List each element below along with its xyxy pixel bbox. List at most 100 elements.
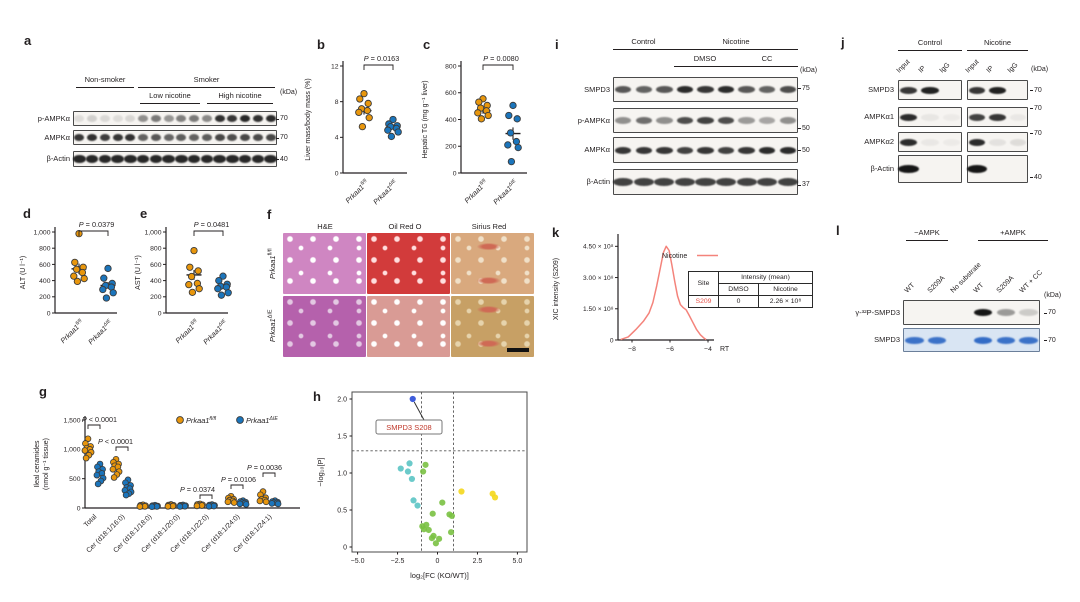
p-bracket [193,230,224,236]
data-point [100,274,108,282]
data-point [122,491,130,499]
blot-band [654,178,675,186]
panel-e-label: e [140,206,148,221]
kda-tick [1030,133,1033,134]
group-smoker: Smoker [193,75,220,84]
underline [967,50,1028,51]
blot-row-label: γ-³²P-SMPD3 [855,307,900,317]
data-point [164,503,172,510]
data-point [93,471,101,479]
text-el: −6 [666,346,674,353]
data-point [185,281,193,289]
tspan-el: ΔIE [217,318,228,329]
chart-b: 0 4 8 12 Liver mass/body mass (%) Prkaa1fl/fl… [305,54,407,206]
tbody-el: Site Intensity (mean) DMSO Nicotine S209… [688,271,813,308]
data-point [365,114,373,122]
text-el: Prkaa1ΔIE [201,318,230,347]
panel-f-label: f [267,207,272,222]
text-el: −log₁₀[P] [316,457,325,486]
volcano-point-teal [410,497,417,504]
blot-box [898,132,962,152]
volcano-point-green [448,512,455,520]
group-non-smoker: Non-smoker [84,75,126,84]
data-point [188,288,197,296]
tspan-el: fl/fl [190,317,199,326]
blot-band [176,115,187,122]
p-bracket [78,230,109,236]
tspan-el: fl/fl [360,177,369,186]
text-el: 500 [69,476,81,483]
blot-band [777,178,798,186]
tspan-el: ΔIE [507,178,518,189]
blot-band [779,117,796,124]
p-bracket [230,484,244,489]
tspan-el: P [364,54,369,63]
blot-row-label: SMPD3 [868,85,894,94]
blot-band [635,146,653,154]
volcano-point-green [436,535,443,542]
blot-band [898,165,920,173]
text-el: 800 [39,246,51,253]
data-point [512,137,521,146]
data-point [387,132,396,141]
kda-unit: (kDa) [280,89,298,96]
text-el: −4 [704,346,712,353]
volcano-point-green [428,535,436,542]
blot-band [124,155,137,163]
blot-band [112,134,123,141]
data-point [99,285,107,294]
kda-mark: 75 [802,84,810,92]
table-nicotine-value: 2.26 × 10⁸ [758,295,813,308]
data-point [205,502,213,510]
text-el: 0.5 [337,507,347,514]
blot-band [99,134,110,141]
panel-e-dotplot: e 0 200 400 600 800 1,000 AST (U l⁻¹) Prkaa1fl/… [134,200,262,400]
tspan-el: P [221,475,226,484]
panel-i-label: i [555,37,559,52]
genotype-base: Prkaa1 [267,254,277,279]
tspan-el: P [79,220,84,229]
tspan-el: fl/fl [479,177,488,186]
data-point [506,129,515,137]
tspan-el: ΔIE [102,318,113,329]
blot-band [738,117,755,124]
text-el: (nmol g⁻¹ tissue) [43,438,50,490]
text-el: RT [720,346,730,353]
text-el: 0 [436,558,440,565]
panel-j-label: j [841,35,845,50]
blot-band [989,138,1006,146]
text-el: Prkaa1fl/fl [186,416,217,425]
blot-band [201,115,212,122]
blot-band [758,146,776,154]
group-minus-ampk: −AMPK [914,228,940,237]
kda-unit: (kDa) [800,67,818,74]
blot-row-label: p-AMPKα [577,115,610,125]
data-point [78,268,87,277]
blot-box [903,328,1040,352]
blot-band [138,134,149,141]
kda-mark: 37 [802,181,810,189]
histology-image [283,295,366,357]
p-bracket [87,424,101,429]
text-el: 4.50 × 10⁸ [583,244,614,251]
text-el: P < 0.0001 [98,437,133,446]
volcano-point-green [422,461,429,468]
text-el: 1.50 × 10⁸ [583,306,614,313]
text-el: 8 [335,99,339,106]
blot-band [189,134,200,141]
underline [207,103,273,104]
volcano-point-green [425,526,432,534]
kda-tick [798,184,801,186]
text-el: 4 [335,135,339,142]
blot-row-label: SMPD3 [874,335,900,344]
volcano-point-yellow [491,494,499,501]
data-point [195,285,203,293]
panel-a-label: a [24,33,32,48]
blot-band [74,134,85,141]
blot-band [757,178,778,186]
volcano-point-green [432,540,440,547]
volcano-point-green [447,529,455,536]
kda-mark: 70 [280,134,288,141]
blot-band [942,138,960,146]
legend-dot-wt [176,416,184,424]
